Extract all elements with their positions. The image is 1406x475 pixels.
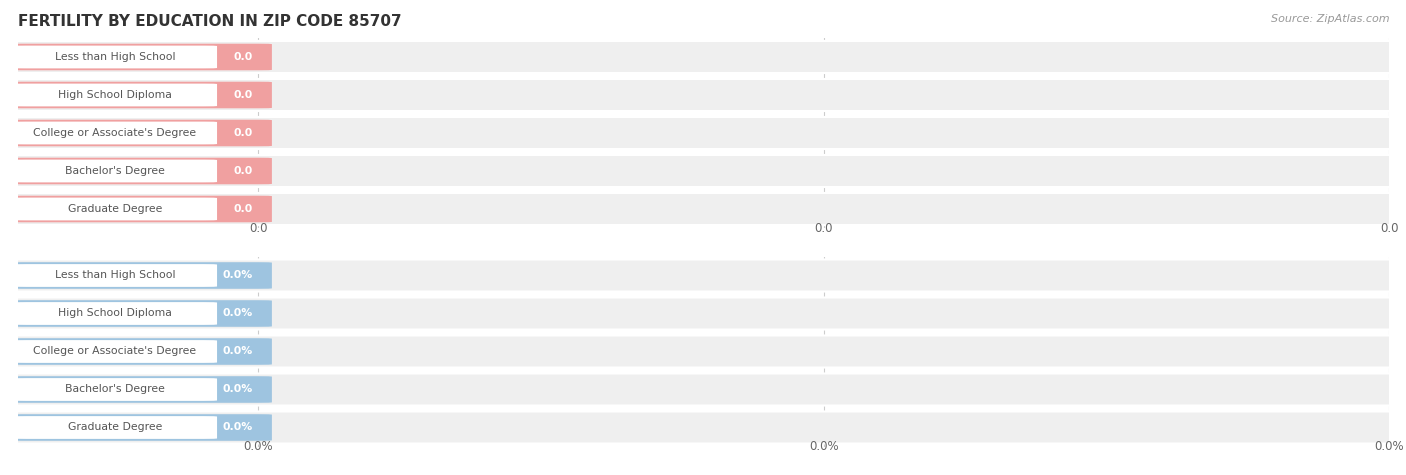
Text: High School Diploma: High School Diploma — [58, 308, 172, 319]
FancyBboxPatch shape — [4, 117, 1403, 149]
FancyBboxPatch shape — [13, 84, 217, 106]
Text: 0.0: 0.0 — [233, 128, 253, 138]
FancyBboxPatch shape — [13, 340, 217, 363]
FancyBboxPatch shape — [8, 338, 271, 365]
FancyBboxPatch shape — [13, 198, 217, 220]
FancyBboxPatch shape — [4, 79, 1403, 111]
FancyBboxPatch shape — [4, 41, 1403, 73]
Text: 0.0%: 0.0% — [222, 270, 253, 281]
FancyBboxPatch shape — [13, 160, 217, 182]
Text: 0.0%: 0.0% — [222, 346, 253, 357]
Text: 0.0%: 0.0% — [808, 440, 838, 453]
FancyBboxPatch shape — [13, 378, 217, 401]
FancyBboxPatch shape — [4, 373, 1403, 406]
Text: 0.0: 0.0 — [1379, 222, 1399, 235]
FancyBboxPatch shape — [8, 158, 271, 184]
FancyBboxPatch shape — [4, 411, 1403, 444]
Text: Less than High School: Less than High School — [55, 270, 176, 281]
FancyBboxPatch shape — [13, 264, 217, 287]
FancyBboxPatch shape — [4, 155, 1403, 187]
FancyBboxPatch shape — [8, 414, 271, 441]
FancyBboxPatch shape — [4, 335, 1403, 368]
FancyBboxPatch shape — [8, 300, 271, 327]
Text: 0.0: 0.0 — [233, 204, 253, 214]
FancyBboxPatch shape — [4, 297, 1403, 330]
Text: Less than High School: Less than High School — [55, 52, 176, 62]
FancyBboxPatch shape — [4, 259, 1403, 292]
Text: High School Diploma: High School Diploma — [58, 90, 172, 100]
Text: 0.0%: 0.0% — [222, 422, 253, 433]
Text: Bachelor's Degree: Bachelor's Degree — [65, 166, 165, 176]
Text: 0.0: 0.0 — [233, 52, 253, 62]
FancyBboxPatch shape — [8, 120, 271, 146]
Text: 0.0: 0.0 — [233, 166, 253, 176]
Text: 0.0%: 0.0% — [222, 384, 253, 395]
FancyBboxPatch shape — [13, 122, 217, 144]
FancyBboxPatch shape — [13, 302, 217, 325]
Text: FERTILITY BY EDUCATION IN ZIP CODE 85707: FERTILITY BY EDUCATION IN ZIP CODE 85707 — [18, 14, 402, 29]
Text: Source: ZipAtlas.com: Source: ZipAtlas.com — [1271, 14, 1389, 24]
Text: 0.0: 0.0 — [233, 90, 253, 100]
FancyBboxPatch shape — [8, 376, 271, 403]
FancyBboxPatch shape — [8, 262, 271, 289]
Text: Graduate Degree: Graduate Degree — [67, 422, 162, 433]
FancyBboxPatch shape — [8, 82, 271, 108]
FancyBboxPatch shape — [8, 196, 271, 222]
Text: 0.0%: 0.0% — [243, 440, 273, 453]
Text: College or Associate's Degree: College or Associate's Degree — [34, 346, 197, 357]
FancyBboxPatch shape — [13, 416, 217, 439]
FancyBboxPatch shape — [4, 193, 1403, 225]
FancyBboxPatch shape — [8, 44, 271, 70]
Text: Bachelor's Degree: Bachelor's Degree — [65, 384, 165, 395]
Text: College or Associate's Degree: College or Associate's Degree — [34, 128, 197, 138]
Text: Graduate Degree: Graduate Degree — [67, 204, 162, 214]
Text: 0.0: 0.0 — [814, 222, 832, 235]
Text: 0.0: 0.0 — [249, 222, 267, 235]
FancyBboxPatch shape — [13, 46, 217, 68]
Text: 0.0%: 0.0% — [1374, 440, 1405, 453]
Text: 0.0%: 0.0% — [222, 308, 253, 319]
